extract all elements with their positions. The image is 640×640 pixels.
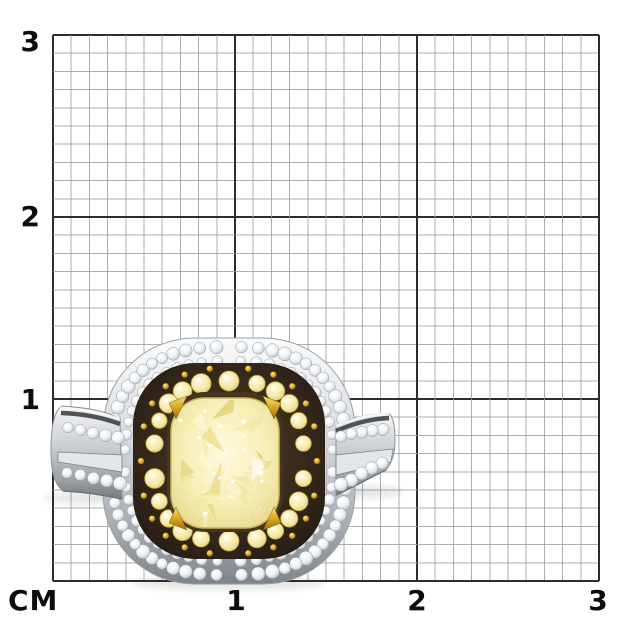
pave-band-diamonds bbox=[61, 421, 390, 492]
center-stone-facets bbox=[173, 400, 277, 526]
bottom-axis-label-3: 3 bbox=[588, 584, 608, 617]
bottom-axis-label-1: 1 bbox=[226, 584, 246, 617]
gold-bead-prongs bbox=[137, 365, 321, 557]
left-axis-label-1: 1 bbox=[20, 383, 40, 416]
split-gap-left bbox=[57, 451, 123, 473]
left-axis-label-3: 3 bbox=[20, 25, 40, 58]
bottom-axis-label-2: 2 bbox=[407, 584, 427, 617]
unit-label-cm: CM bbox=[8, 584, 59, 617]
left-axis-label-2: 2 bbox=[20, 200, 40, 233]
center-stone-sparkles bbox=[178, 409, 264, 516]
split-gap-right bbox=[335, 448, 394, 476]
ring-head bbox=[102, 337, 356, 585]
gold-claw-prongs bbox=[168, 395, 282, 531]
